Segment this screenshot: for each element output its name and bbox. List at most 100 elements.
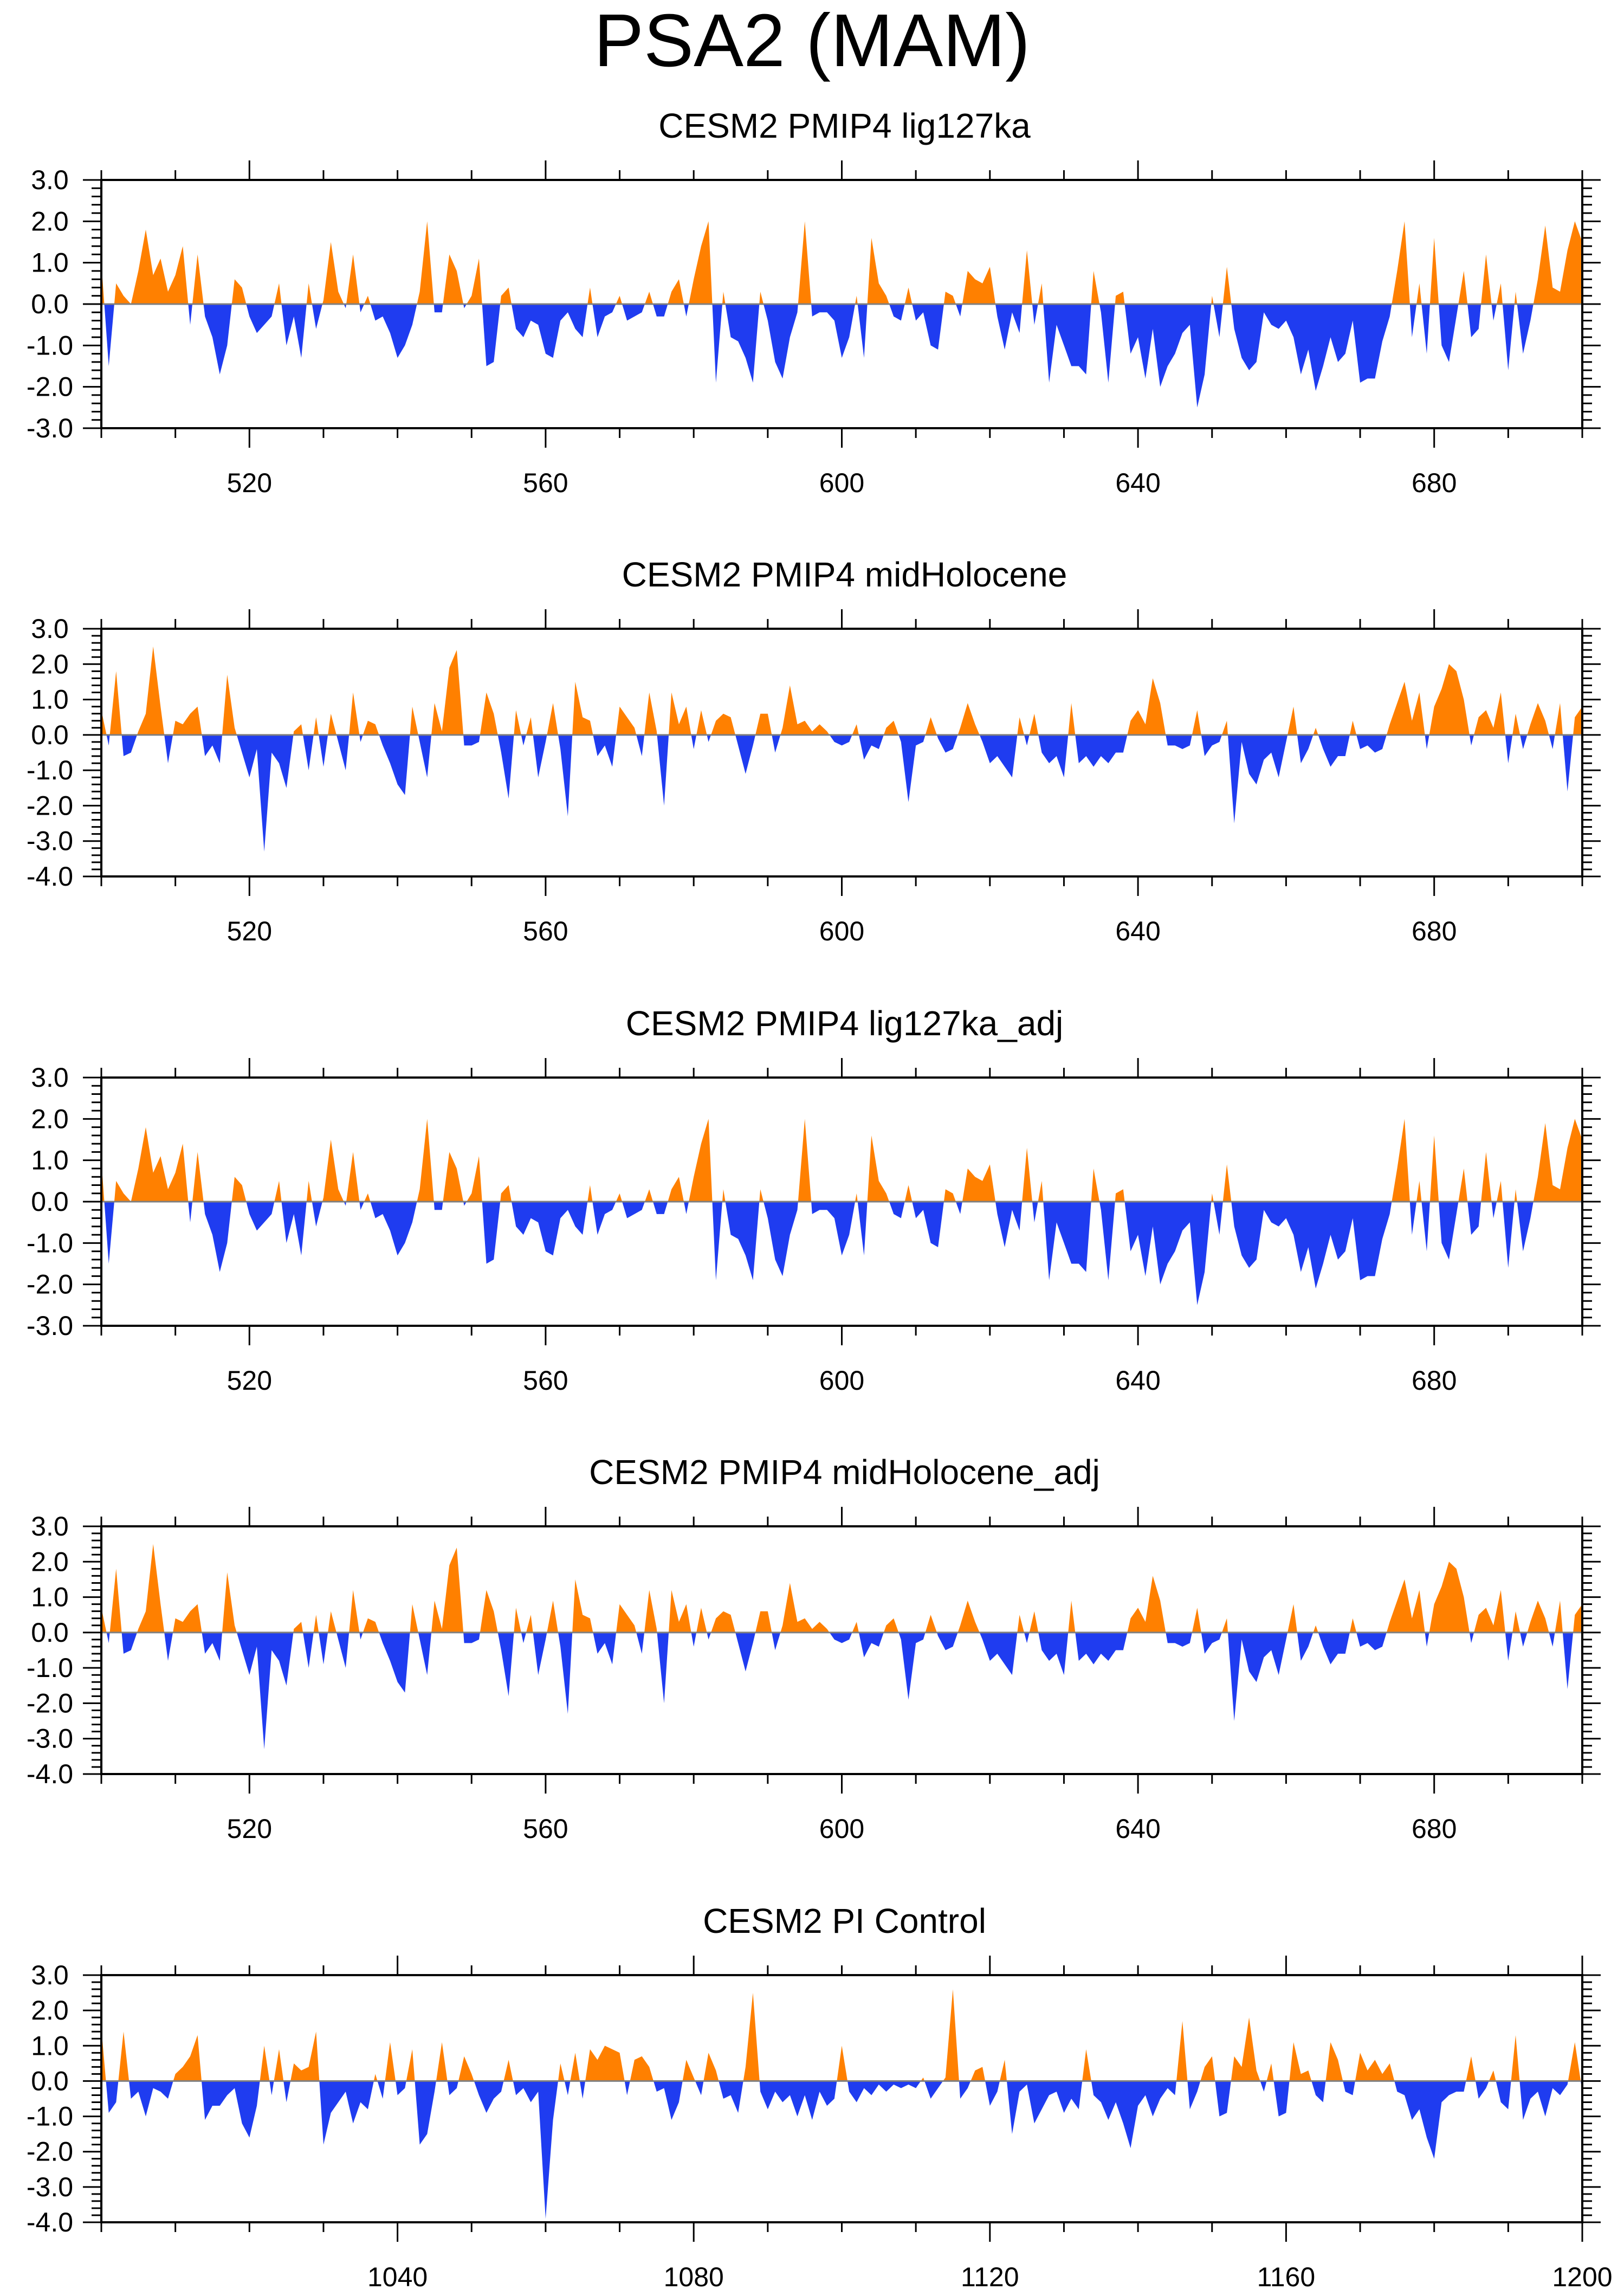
y-tick-label: 1.0 bbox=[31, 1145, 69, 1176]
negative-area-19 bbox=[725, 304, 760, 383]
positive-area-33 bbox=[1222, 1164, 1232, 1202]
positive-area-3 bbox=[131, 1127, 189, 1202]
positive-area-18 bbox=[668, 279, 684, 304]
negative-area-38 bbox=[1425, 1632, 1429, 1647]
negative-area-1 bbox=[106, 1632, 110, 1643]
positive-area-40 bbox=[1514, 1189, 1517, 1202]
negative-area-37 bbox=[1356, 734, 1387, 753]
positive-area-14 bbox=[500, 1185, 512, 1202]
positive-area-15 bbox=[526, 1615, 533, 1633]
positive-area-3 bbox=[137, 646, 165, 735]
negative-area-32 bbox=[1166, 734, 1192, 749]
positive-area-16 bbox=[616, 1193, 623, 1202]
y-tick-label: 3.0 bbox=[31, 614, 69, 644]
negative-area-27 bbox=[936, 734, 958, 753]
positive-area-17 bbox=[645, 1189, 653, 1202]
positive-area-36 bbox=[1313, 727, 1318, 735]
x-tick-label: 600 bbox=[819, 916, 864, 946]
negative-area-14 bbox=[521, 734, 526, 746]
negative-area-27 bbox=[1032, 1202, 1038, 1223]
positive-area-38 bbox=[1481, 254, 1492, 304]
positive-area-35 bbox=[1287, 706, 1297, 735]
positive-area-12 bbox=[431, 650, 464, 735]
positive-area-26 bbox=[943, 292, 956, 304]
negative-area-12 bbox=[482, 1202, 501, 1264]
negative-area-18 bbox=[712, 304, 722, 383]
positive-area-19 bbox=[743, 1992, 760, 2081]
positive-area-26 bbox=[1176, 2021, 1188, 2081]
positive-area-41 bbox=[1512, 713, 1521, 735]
positive-area-28 bbox=[957, 1601, 980, 1633]
positive-area-19 bbox=[689, 221, 713, 304]
negative-area-32 bbox=[1231, 304, 1392, 391]
y-tick-label: 3.0 bbox=[31, 1062, 69, 1093]
x-tick-label: 560 bbox=[523, 916, 568, 946]
panel-title: CESM2 PMIP4 midHolocene_adj bbox=[589, 1453, 1100, 1492]
x-tick-label: 680 bbox=[1412, 1814, 1457, 1844]
y-tick-label: -4.0 bbox=[27, 2207, 73, 2237]
negative-area-1 bbox=[104, 1202, 114, 1264]
positive-area-39 bbox=[1429, 664, 1470, 735]
negative-area-2 bbox=[121, 1632, 137, 1654]
negative-area-37 bbox=[1491, 304, 1497, 321]
positive-area-34 bbox=[1222, 720, 1228, 735]
negative-area-28 bbox=[1260, 2081, 1267, 2092]
positive-area-11 bbox=[417, 1119, 434, 1202]
negative-area-26 bbox=[995, 1202, 1023, 1247]
negative-area-2 bbox=[129, 2081, 173, 2117]
negative-area-14 bbox=[580, 2081, 586, 2099]
negative-area-7 bbox=[319, 1632, 328, 1665]
y-tick-label: 3.0 bbox=[31, 1511, 69, 1542]
positive-area-21 bbox=[759, 1189, 764, 1202]
negative-area-31 bbox=[1075, 1632, 1128, 1665]
positive-area-34 bbox=[1392, 1119, 1410, 1202]
negative-area-13 bbox=[564, 2081, 571, 2095]
negative-area-34 bbox=[1228, 734, 1288, 824]
positive-area-36 bbox=[1429, 1135, 1439, 1202]
negative-area-6 bbox=[312, 1202, 322, 1227]
positive-area-36 bbox=[1568, 2042, 1581, 2081]
negative-area-13 bbox=[497, 1632, 514, 1697]
positive-area-32 bbox=[1127, 678, 1166, 735]
negative-area-36 bbox=[1318, 734, 1350, 767]
positive-area-10 bbox=[436, 2042, 448, 2081]
negative-area-26 bbox=[898, 734, 926, 802]
positive-area-7 bbox=[306, 283, 312, 304]
x-tick-label: 680 bbox=[1412, 468, 1457, 498]
positive-area-24 bbox=[1000, 2060, 1007, 2081]
negative-area-43 bbox=[1562, 1632, 1574, 1689]
positive-area-26 bbox=[943, 1189, 956, 1202]
positive-area-11 bbox=[410, 1604, 418, 1633]
positive-area-5 bbox=[231, 1177, 247, 1202]
negative-area-38 bbox=[1502, 304, 1515, 371]
negative-area-29 bbox=[1273, 2081, 1290, 2117]
positive-area-8 bbox=[328, 1611, 337, 1633]
positive-area-19 bbox=[644, 692, 657, 735]
negative-area-2 bbox=[188, 1202, 192, 1223]
negative-area-12 bbox=[482, 304, 501, 366]
positive-area-27 bbox=[962, 267, 995, 304]
negative-area-36 bbox=[1467, 1202, 1481, 1235]
x-tick-label: 520 bbox=[227, 916, 272, 946]
negative-area-24 bbox=[912, 304, 944, 350]
positive-area-18 bbox=[616, 706, 637, 735]
chart-panel-3: 520 560 600 640 680 3.0 2.0 1.0 0.0 -1.0 -2.0 -3.0 C… bbox=[27, 1004, 1601, 1396]
positive-area-6 bbox=[274, 1181, 282, 1202]
positive-area-9 bbox=[349, 1590, 360, 1633]
negative-area-9 bbox=[359, 734, 363, 742]
negative-area-20 bbox=[847, 2081, 921, 2102]
y-tick-label: -3.0 bbox=[27, 2172, 73, 2202]
negative-area-42 bbox=[1549, 1632, 1555, 1647]
negative-area-44 bbox=[1599, 735, 1624, 816]
negative-area-31 bbox=[1075, 734, 1128, 767]
positive-area-1 bbox=[101, 710, 107, 735]
positive-area-35 bbox=[1416, 1181, 1422, 1202]
negative-area-21 bbox=[811, 1202, 856, 1256]
positive-area-25 bbox=[852, 724, 859, 735]
x-tick-label: 1200 bbox=[1552, 2262, 1612, 2292]
main-title: PSA2 (MAM) bbox=[593, 0, 1031, 82]
positive-area-25 bbox=[852, 1622, 859, 1633]
negative-area-39 bbox=[1469, 1632, 1474, 1643]
y-tick-label: 0.0 bbox=[31, 289, 69, 319]
positive-area-3 bbox=[131, 229, 189, 304]
